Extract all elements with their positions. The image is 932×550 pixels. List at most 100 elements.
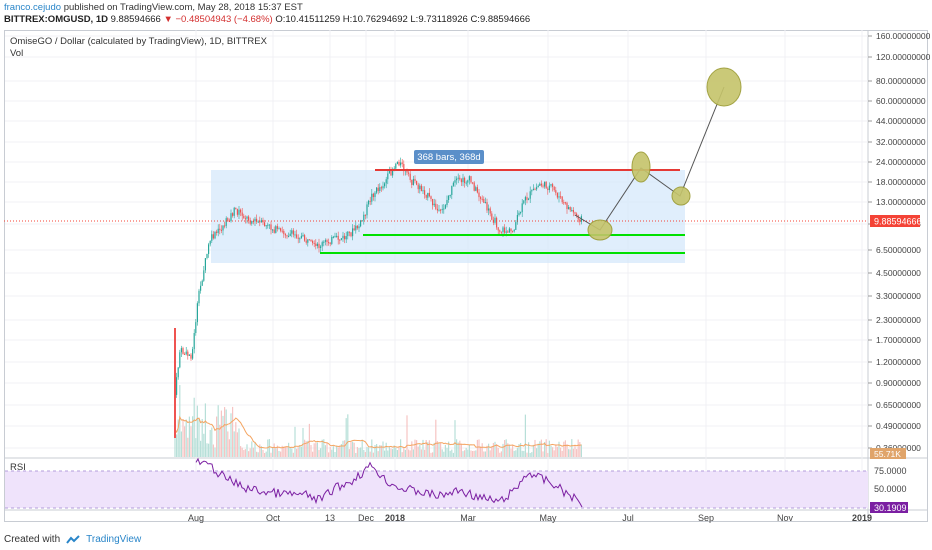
candle-body bbox=[574, 212, 576, 214]
candle-body bbox=[448, 195, 450, 200]
chart-frame[interactable] bbox=[4, 30, 928, 522]
publish-info: published on TradingView.com, May 28, 20… bbox=[63, 2, 303, 13]
volume-bar bbox=[251, 441, 253, 457]
volume-bar bbox=[342, 440, 344, 457]
candle-body bbox=[475, 187, 477, 191]
volume-bar bbox=[484, 451, 486, 457]
measure-label-box[interactable] bbox=[414, 150, 484, 164]
price-tick-label: 60.00000000 bbox=[876, 96, 926, 106]
range-box[interactable] bbox=[211, 170, 685, 263]
volume-bar bbox=[446, 447, 448, 457]
time-axis[interactable]: Aug Oct 13 Dec 2018 Mar May Jul Sep Nov 2019 bbox=[188, 513, 872, 523]
candle-body bbox=[417, 184, 419, 190]
volume-bar bbox=[422, 439, 424, 457]
candle-body bbox=[406, 170, 408, 173]
volume-bar bbox=[268, 439, 270, 457]
candle-body bbox=[265, 225, 267, 227]
symbol-ohlc-line: BITTREX:OMGUSD, 1D 9.88594666 ▼ −0.48504… bbox=[4, 14, 530, 26]
volume-bar bbox=[212, 444, 214, 457]
candle-body bbox=[444, 205, 446, 209]
candle-body bbox=[555, 190, 557, 193]
volume-bar bbox=[360, 447, 362, 457]
candle-body bbox=[446, 199, 448, 206]
candle-body bbox=[377, 187, 379, 191]
volume-bar bbox=[382, 441, 384, 457]
candle-body bbox=[331, 236, 333, 244]
volume-bar bbox=[488, 443, 490, 457]
volume-bar bbox=[368, 447, 370, 457]
target-ellipse-2[interactable] bbox=[631, 151, 651, 183]
author-link[interactable]: franco.cejudo bbox=[4, 2, 62, 13]
volume-bar bbox=[196, 405, 198, 457]
candle-body bbox=[467, 180, 469, 183]
candle-body bbox=[456, 178, 458, 181]
volume-bar bbox=[227, 431, 229, 457]
volume-bar bbox=[388, 446, 390, 457]
candle-body bbox=[228, 221, 230, 223]
volume-bar bbox=[228, 439, 230, 457]
candle-body bbox=[286, 235, 288, 237]
volume-bar bbox=[278, 450, 280, 457]
volume-bar bbox=[476, 439, 478, 457]
candle-body bbox=[563, 202, 565, 204]
volume-bar bbox=[494, 441, 496, 457]
candle-body bbox=[176, 377, 178, 395]
volume-bar bbox=[417, 446, 419, 457]
volume-bar bbox=[177, 419, 179, 457]
candlesticks bbox=[174, 157, 582, 438]
volume-bar bbox=[492, 442, 494, 457]
volume-bar bbox=[384, 450, 386, 457]
last-price-badge-text: 9.88594666 bbox=[874, 217, 922, 227]
volume-bar bbox=[358, 448, 360, 457]
candle-body bbox=[358, 226, 360, 229]
candle-body bbox=[190, 354, 192, 359]
candle-body bbox=[419, 185, 421, 190]
candle-body bbox=[504, 227, 506, 233]
candle-body bbox=[280, 228, 282, 231]
volume-bar bbox=[556, 446, 558, 457]
volume-bar bbox=[334, 452, 336, 457]
target-ellipse-4[interactable] bbox=[706, 67, 742, 107]
candle-body bbox=[268, 224, 270, 226]
tradingview-brand[interactable]: TradingView bbox=[86, 534, 142, 545]
target-ellipse-1[interactable] bbox=[587, 219, 613, 241]
volume-bar bbox=[504, 440, 506, 457]
volume-bar bbox=[276, 445, 278, 457]
volume-bar bbox=[222, 415, 224, 457]
volume-bar bbox=[201, 419, 203, 457]
volume-bar bbox=[470, 450, 472, 457]
volume-bar bbox=[441, 449, 443, 457]
volume-bar bbox=[558, 441, 560, 457]
candle-body bbox=[344, 235, 346, 240]
candle-body bbox=[289, 233, 291, 236]
chart-legend-title: OmiseGO / Dollar (calculated by TradingV… bbox=[10, 36, 267, 47]
candle-body bbox=[251, 221, 253, 224]
volume-bar bbox=[296, 448, 298, 457]
volume-bar bbox=[412, 449, 414, 457]
candle-body bbox=[548, 185, 550, 191]
candle-body bbox=[276, 226, 278, 229]
candle-body bbox=[300, 235, 302, 239]
volume-bar bbox=[243, 450, 245, 457]
volume-bar bbox=[544, 441, 546, 457]
candle-body bbox=[174, 328, 176, 438]
volume-bar bbox=[304, 439, 306, 457]
publish-header: franco.cejudo published on TradingView.c… bbox=[4, 2, 303, 14]
volume-bar bbox=[464, 450, 466, 457]
price-axis[interactable]: 160.00000000 120.00000000 80.00000000 60.00… bbox=[868, 31, 931, 453]
volume-bar bbox=[424, 449, 426, 457]
candle-body bbox=[323, 241, 325, 243]
volume-bar bbox=[540, 439, 542, 457]
candle-body bbox=[529, 191, 531, 199]
candle-body bbox=[260, 220, 262, 223]
volume-bar bbox=[395, 447, 397, 457]
target-ellipse-3[interactable] bbox=[671, 186, 691, 206]
candle-body bbox=[201, 280, 203, 286]
price-tick-label: 120.00000000 bbox=[876, 52, 931, 62]
candle-body bbox=[432, 198, 434, 206]
candle-body bbox=[544, 181, 546, 187]
candle-body bbox=[488, 208, 490, 211]
volume-bar bbox=[440, 442, 442, 457]
candle-body bbox=[494, 217, 496, 223]
